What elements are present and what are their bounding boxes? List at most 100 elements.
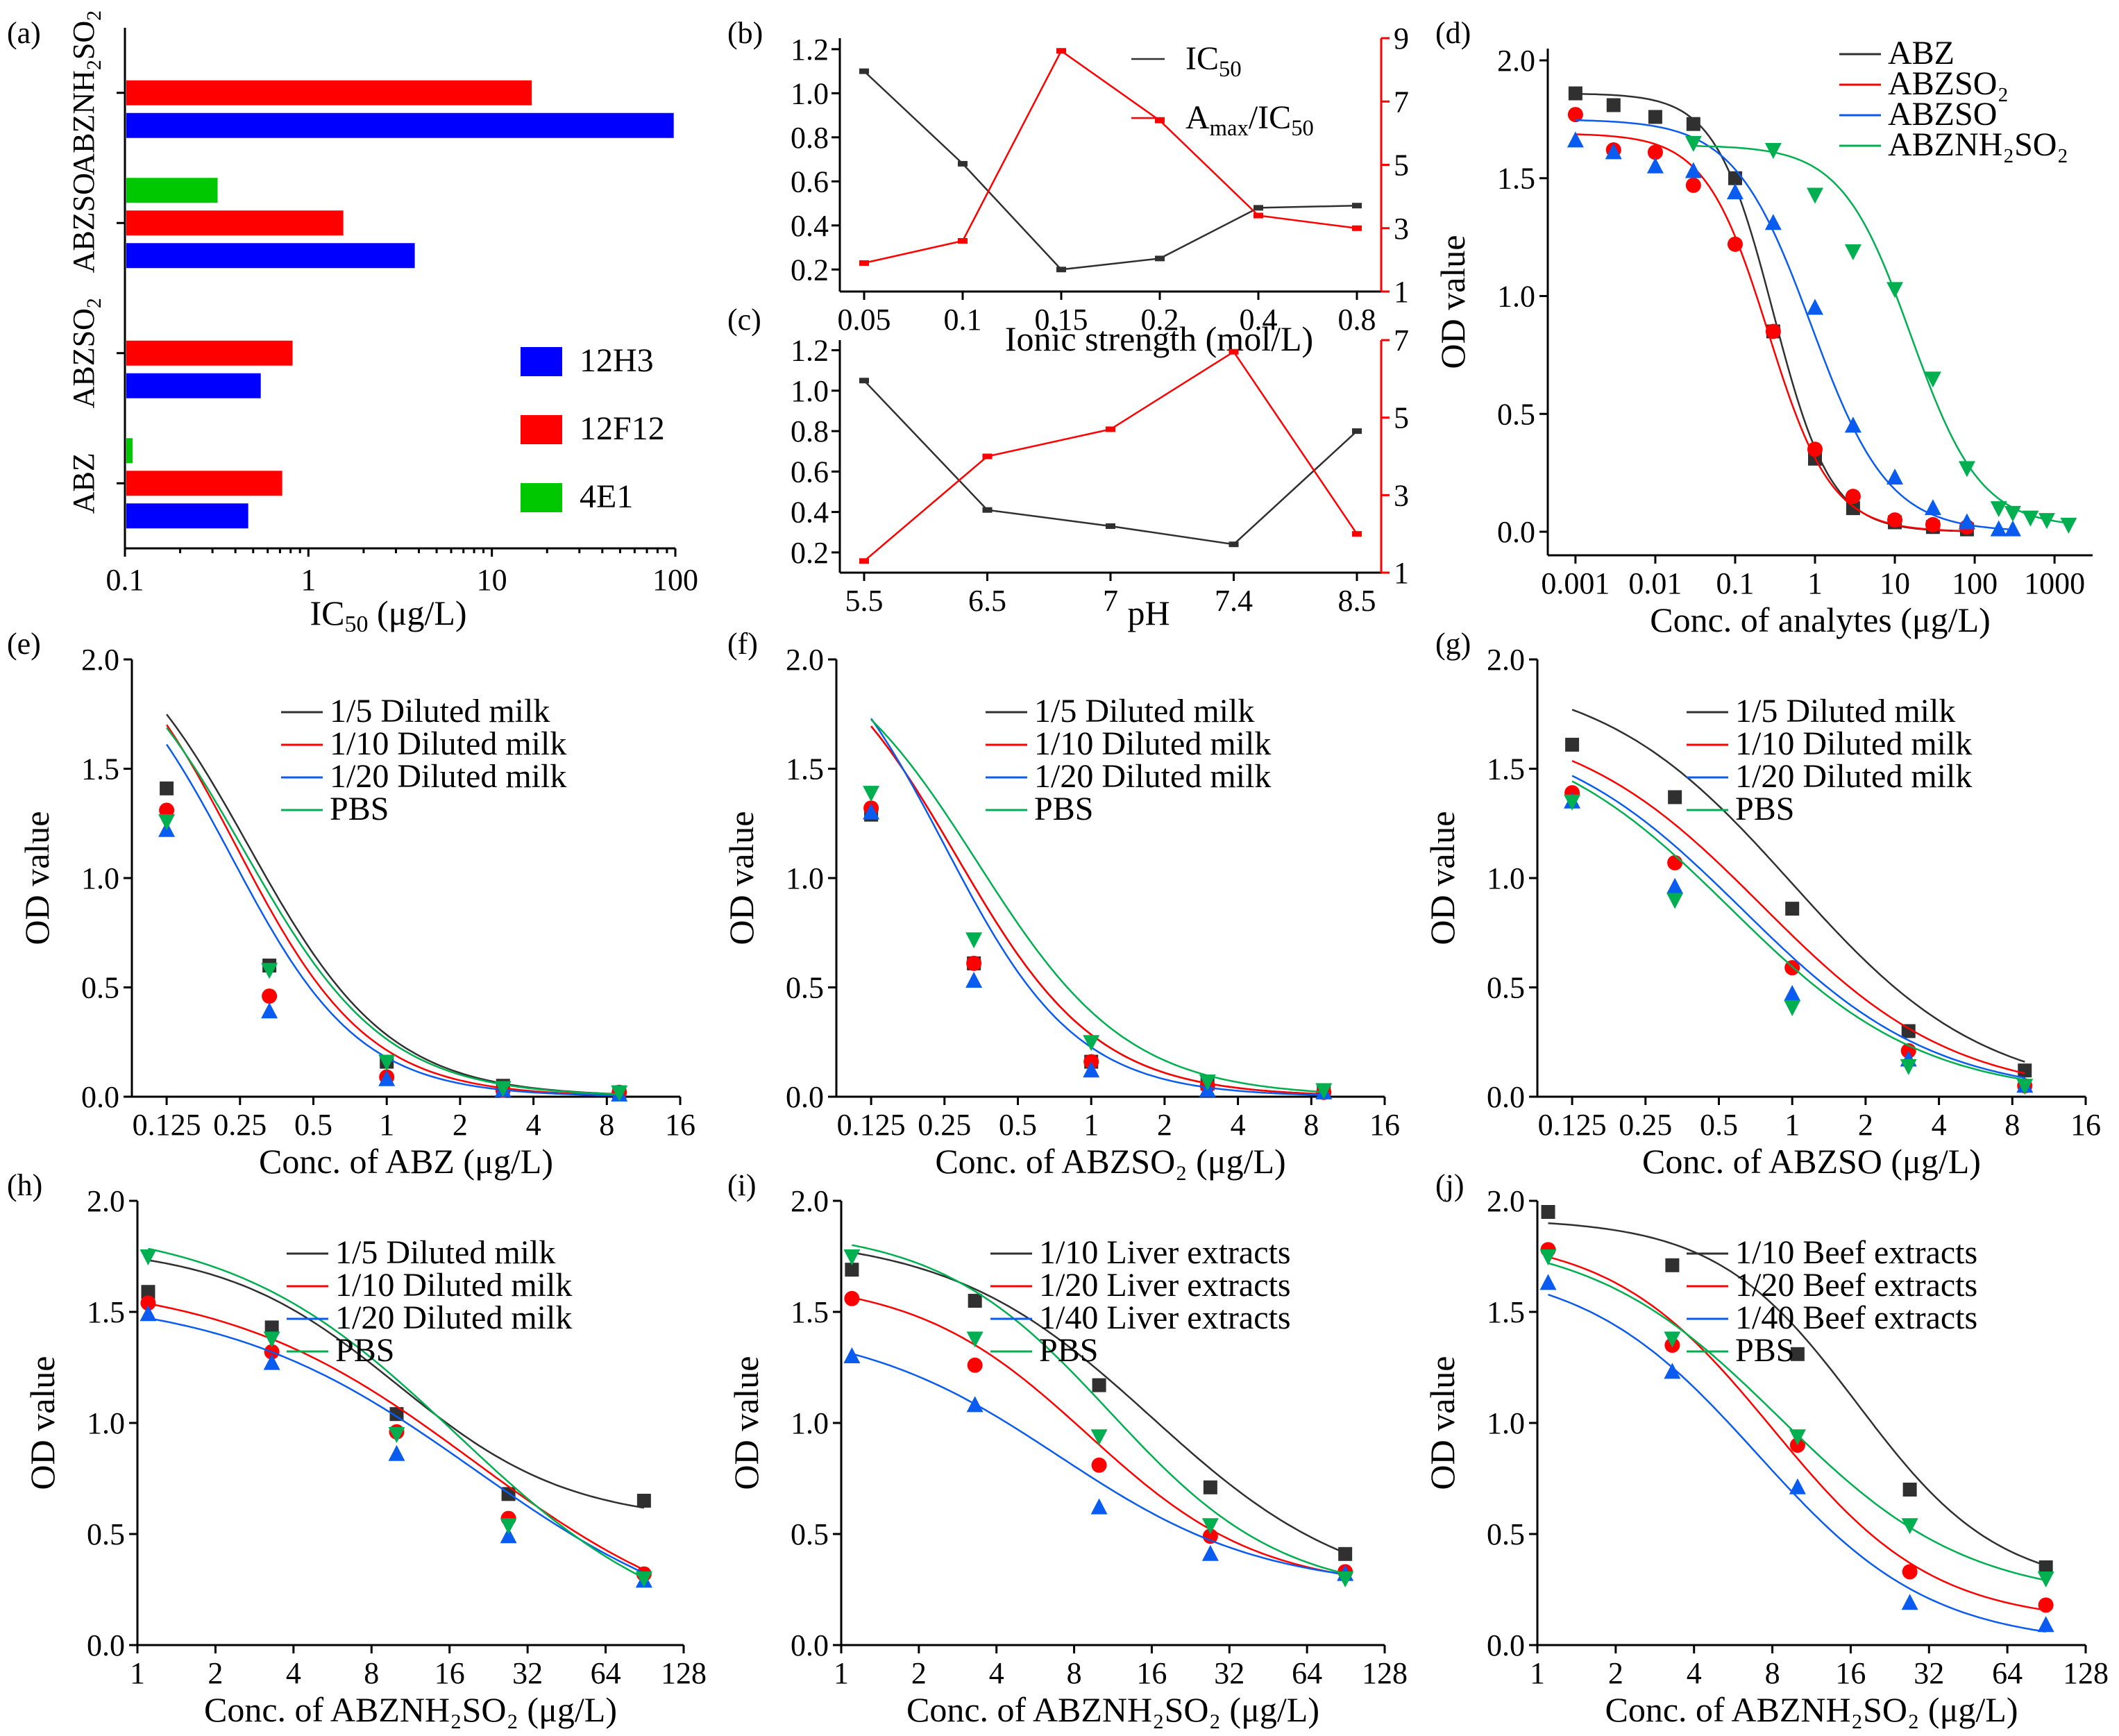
data-point <box>636 1494 651 1508</box>
legend-label: 1/10 Beef extracts <box>1735 1234 1977 1271</box>
x-tick-label: 0.125 <box>133 1108 201 1142</box>
legend-label: 1/10 Diluted milk <box>1735 725 1972 762</box>
data-point <box>1958 461 1975 478</box>
data-point <box>863 803 880 820</box>
x-tick-label: 5.5 <box>845 584 884 618</box>
x-tick-label: 8 <box>1765 1656 1780 1690</box>
x-axis-label: Conc. of ABZNH₂SO₂ (μg/L) <box>906 1690 1319 1729</box>
data-point <box>1886 282 1904 298</box>
x-tick-label: 2 <box>208 1656 223 1690</box>
data-point <box>966 955 982 971</box>
legend-label: Amax/IC50 <box>1185 99 1314 141</box>
subscript: max <box>1210 116 1249 141</box>
data-point <box>1253 205 1263 211</box>
data-point <box>966 1396 983 1413</box>
text-part: IC <box>310 593 345 632</box>
chart-panel-g: (g) 0.125 0.25 0.5 1 2 4 8 16 0.0 0.5 1.0 1.5 2.0 Conc… <box>1423 627 2101 1181</box>
fit-curve <box>148 1317 645 1574</box>
fit-curve <box>870 725 1324 1095</box>
x-tick-label: 64 <box>1292 1656 1322 1690</box>
x-tick-label: 8 <box>2004 1108 2020 1142</box>
text-part: ABZSO <box>67 308 101 408</box>
data-point <box>263 1354 280 1370</box>
panel-label: (h) <box>7 1168 42 1202</box>
data-point <box>1886 468 1904 484</box>
data-point <box>1606 98 1621 112</box>
data-point <box>1337 1571 1354 1587</box>
data-point <box>1784 1000 1801 1016</box>
y-tick-label: 0.0 <box>786 1080 824 1114</box>
x-tick-label: 128 <box>1362 1656 1408 1690</box>
x-tick-label: 0.1 <box>1716 566 1754 600</box>
bar <box>126 340 293 366</box>
fit-curve <box>166 724 620 1097</box>
x-tick-label: 0.5 <box>294 1108 332 1142</box>
data-point <box>500 1527 517 1544</box>
data-point <box>1155 117 1165 124</box>
x-tick-label: 1 <box>379 1108 394 1142</box>
series-3 <box>843 1244 1354 1587</box>
y-tick-label: 0.0 <box>81 1080 119 1114</box>
data-point <box>863 786 880 802</box>
legend-label: 1/20 Diluted milk <box>1735 758 1972 795</box>
data-point <box>2018 1063 2032 1078</box>
series-3 <box>140 1247 652 1587</box>
fit-curve <box>1575 119 2014 531</box>
category-label: ABZSO2 <box>67 298 105 408</box>
legend-label: PBS <box>1735 1332 1794 1369</box>
bar <box>126 112 674 138</box>
fit-curve <box>148 1247 645 1579</box>
x-tick-label: 1 <box>1083 1108 1099 1142</box>
legend-label: 4E1 <box>580 478 633 515</box>
x-tick-label: 0.1 <box>106 563 144 597</box>
legend-label: 1/40 Liver extracts <box>1039 1299 1291 1336</box>
x-tick-label: 8 <box>599 1108 614 1142</box>
text-part: A <box>1185 99 1210 136</box>
x-tick-label: 2 <box>453 1108 468 1142</box>
data-point <box>1229 348 1239 355</box>
y-tick-label-right: 7 <box>1394 323 1409 357</box>
x-axis-label: Conc. of ABZNH₂SO₂ (μg/L) <box>1605 1690 2018 1729</box>
data-point <box>263 1331 280 1348</box>
legend-label: 1/20 Diluted milk <box>330 758 566 795</box>
x-axis-label: Conc. of analytes (μg/L) <box>1650 600 1991 639</box>
data-point <box>2004 520 2021 537</box>
chart-panel-i: (i) 1 2 4 8 16 32 64 128 0.0 0.5 1.0 1.5 2.0 Conc. of … <box>727 1168 1408 1729</box>
x-tick-label: 2 <box>1157 1108 1172 1142</box>
y-axis-label: OD value <box>727 1356 766 1490</box>
y-tick-label: 1.5 <box>791 1295 829 1329</box>
data-point <box>845 1263 859 1277</box>
data-point <box>1990 520 2007 537</box>
x-axis-label: IC50 (μg/L) <box>310 593 467 637</box>
subscript: 50 <box>1219 57 1242 82</box>
y-tick-label: 2.0 <box>1487 643 1525 677</box>
text-part: ABZSO <box>67 173 101 273</box>
legend-label: ABZNH₂SO₂ <box>1888 126 2068 163</box>
y-tick-label: 2.0 <box>87 1184 125 1218</box>
y-tick-label-right: 3 <box>1394 212 1409 246</box>
bar <box>126 373 261 398</box>
data-point <box>1338 1547 1353 1561</box>
data-point <box>1664 1363 1681 1379</box>
data-point <box>1539 1274 1557 1290</box>
data-point <box>1567 131 1584 148</box>
data-point <box>982 453 993 460</box>
fit-curve <box>1571 780 2025 1081</box>
x-axis-label: Conc. of ABZSO (μg/L) <box>1642 1142 1981 1181</box>
data-point <box>1668 790 1682 804</box>
chart-panel-j: (j) 1 2 4 8 16 32 64 128 0.0 0.5 1.0 1.5 2.0 Conc. of … <box>1423 1168 2109 1729</box>
data-point <box>1352 225 1362 231</box>
series-2 <box>140 1305 652 1588</box>
series-line <box>863 70 1358 271</box>
data-point <box>1789 1478 1806 1494</box>
legend-label: 1/20 Liver extracts <box>1039 1267 1291 1304</box>
x-axis-label: Ionic strength (mol/L) <box>1005 319 1313 358</box>
x-tick-label: 100 <box>652 563 698 597</box>
data-point <box>1090 1498 1108 1515</box>
data-point <box>261 1002 278 1019</box>
fit-curve <box>1693 144 2069 524</box>
data-point <box>1664 1331 1681 1348</box>
legend-label: ABZSO₂ <box>1888 65 2009 102</box>
